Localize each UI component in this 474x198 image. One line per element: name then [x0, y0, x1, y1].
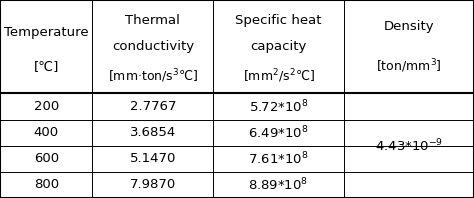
Text: Specific heat: Specific heat [235, 14, 322, 28]
Text: 8.89*10$^8$: 8.89*10$^8$ [248, 177, 309, 193]
Text: 3.6854: 3.6854 [130, 126, 176, 139]
Text: 5.1470: 5.1470 [130, 152, 176, 165]
Text: Temperature: Temperature [4, 26, 89, 39]
Text: [mm$^2$/s$^2$℃]: [mm$^2$/s$^2$℃] [243, 68, 314, 85]
Text: [mm·ton/s$^3$℃]: [mm·ton/s$^3$℃] [108, 68, 198, 85]
Text: 7.9870: 7.9870 [130, 178, 176, 191]
Text: [ton/mm$^3$]: [ton/mm$^3$] [376, 58, 442, 75]
Text: 200: 200 [34, 100, 59, 113]
Text: 800: 800 [34, 178, 59, 191]
Text: capacity: capacity [250, 40, 307, 53]
Text: Thermal: Thermal [126, 14, 180, 28]
Text: 600: 600 [34, 152, 59, 165]
Text: [℃]: [℃] [34, 60, 59, 73]
Text: conductivity: conductivity [112, 40, 194, 53]
Text: 4.43*10$^{-9}$: 4.43*10$^{-9}$ [375, 137, 443, 154]
Text: Density: Density [383, 20, 434, 33]
Text: 7.61*10$^8$: 7.61*10$^8$ [248, 150, 309, 167]
Text: 400: 400 [34, 126, 59, 139]
Text: 6.49*10$^8$: 6.49*10$^8$ [248, 124, 309, 141]
Text: 5.72*10$^8$: 5.72*10$^8$ [249, 98, 308, 115]
Text: 2.7767: 2.7767 [129, 100, 176, 113]
